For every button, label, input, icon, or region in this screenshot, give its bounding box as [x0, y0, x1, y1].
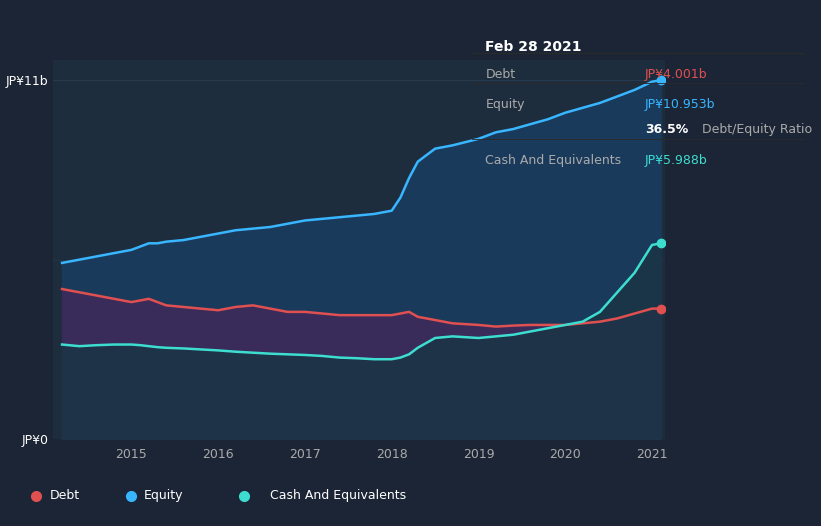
Text: Cash And Equivalents: Cash And Equivalents — [485, 154, 621, 167]
Text: Equity: Equity — [144, 489, 184, 502]
Text: JP¥10.953b: JP¥10.953b — [645, 98, 715, 110]
Text: Debt: Debt — [485, 68, 516, 81]
Text: Cash And Equivalents: Cash And Equivalents — [270, 489, 406, 502]
Text: Debt/Equity Ratio: Debt/Equity Ratio — [698, 123, 812, 136]
Text: JP¥5.988b: JP¥5.988b — [645, 154, 708, 167]
Text: 36.5%: 36.5% — [645, 123, 688, 136]
Text: JP¥4.001b: JP¥4.001b — [645, 68, 708, 81]
Text: Debt: Debt — [49, 489, 80, 502]
Text: Feb 28 2021: Feb 28 2021 — [485, 40, 582, 54]
Text: Equity: Equity — [485, 98, 525, 110]
